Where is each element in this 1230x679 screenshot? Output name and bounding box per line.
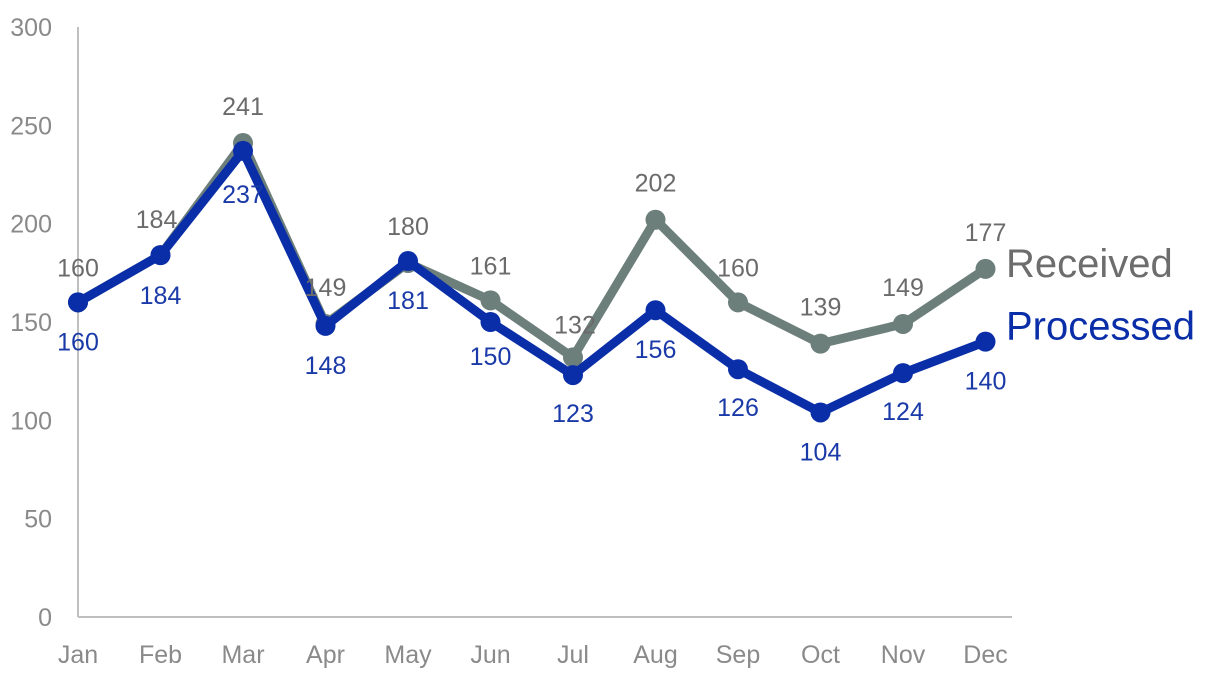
data-point-received bbox=[893, 313, 913, 334]
data-label-received: 132 bbox=[554, 311, 596, 339]
data-point-received bbox=[810, 333, 831, 354]
data-label-processed: 150 bbox=[470, 343, 512, 371]
x-tick-label: Dec bbox=[963, 641, 1007, 669]
data-point-processed bbox=[728, 359, 748, 380]
data-labels: 160 184 241 149 180 161 132 202 160 139 149 177 160 1… bbox=[57, 93, 1006, 466]
data-label-received: 139 bbox=[800, 294, 842, 322]
x-tick-label: Jun bbox=[470, 641, 510, 669]
data-point-processed bbox=[893, 363, 913, 384]
x-tick-label: Nov bbox=[881, 641, 926, 669]
y-tick-label: 150 bbox=[10, 309, 52, 337]
data-point-processed bbox=[233, 140, 253, 161]
data-label-received: 202 bbox=[635, 170, 677, 198]
data-point-received bbox=[480, 290, 501, 311]
data-label-processed: 140 bbox=[965, 368, 1007, 396]
y-tick-label: 200 bbox=[10, 211, 52, 239]
data-point-received bbox=[728, 292, 748, 313]
data-label-processed: 156 bbox=[635, 336, 677, 364]
data-label-received: 241 bbox=[222, 93, 264, 121]
data-point-received bbox=[975, 258, 996, 279]
data-label-received: 149 bbox=[305, 274, 347, 302]
data-label-processed: 123 bbox=[552, 400, 594, 428]
series-line-processed bbox=[73, 146, 990, 417]
data-label-processed: 181 bbox=[387, 287, 429, 315]
x-tick-label: Feb bbox=[139, 641, 182, 669]
data-label-received: 161 bbox=[470, 252, 512, 280]
y-tick-label: 250 bbox=[10, 112, 52, 140]
data-point-processed bbox=[975, 331, 996, 352]
data-label-received: 184 bbox=[136, 206, 178, 234]
x-tick-label: Oct bbox=[801, 641, 840, 669]
data-point-processed bbox=[810, 402, 831, 423]
data-label-received: 160 bbox=[717, 254, 759, 282]
data-point-processed bbox=[645, 300, 666, 321]
x-tick-label: Aug bbox=[633, 641, 677, 669]
x-tick-label: Mar bbox=[221, 641, 264, 669]
x-tick-label: May bbox=[384, 641, 432, 669]
series-line-received bbox=[73, 138, 990, 362]
y-tick-label: 300 bbox=[10, 14, 52, 42]
series-layer bbox=[68, 133, 996, 423]
x-tick-label: Apr bbox=[306, 641, 345, 669]
data-label-processed: 104 bbox=[800, 438, 842, 466]
data-point-processed bbox=[68, 292, 88, 313]
axes: 0 50 100 150 200 250 300 Jan Feb Mar Apr May Jun Jul A… bbox=[10, 14, 1012, 669]
legend-label-received: Received bbox=[1006, 242, 1173, 286]
data-label-received: 180 bbox=[387, 213, 429, 241]
data-point-processed bbox=[150, 245, 171, 266]
y-tick-label: 100 bbox=[10, 407, 52, 435]
data-label-processed: 124 bbox=[882, 398, 924, 426]
data-point-processed bbox=[398, 251, 418, 272]
data-point-processed bbox=[563, 365, 583, 386]
data-label-processed: 237 bbox=[222, 181, 264, 209]
y-tick-label: 0 bbox=[38, 604, 52, 632]
data-point-processed bbox=[480, 312, 501, 332]
data-label-received: 177 bbox=[965, 219, 1007, 247]
y-tick-label: 50 bbox=[24, 506, 52, 534]
data-label-processed: 126 bbox=[717, 394, 759, 422]
data-label-processed: 160 bbox=[57, 328, 99, 356]
x-tick-label: Jul bbox=[557, 641, 589, 669]
data-label-received: 149 bbox=[882, 274, 924, 302]
x-tick-label: Sep bbox=[716, 641, 760, 669]
data-point-processed bbox=[315, 315, 336, 336]
legend-label-processed: Processed bbox=[1006, 305, 1195, 349]
data-point-received bbox=[645, 209, 666, 230]
data-label-processed: 148 bbox=[305, 352, 347, 380]
legend: Received Processed bbox=[1006, 242, 1195, 349]
data-label-received: 160 bbox=[57, 254, 99, 282]
data-label-processed: 184 bbox=[140, 282, 182, 310]
x-tick-label: Jan bbox=[58, 641, 98, 669]
data-point-received bbox=[563, 347, 583, 368]
